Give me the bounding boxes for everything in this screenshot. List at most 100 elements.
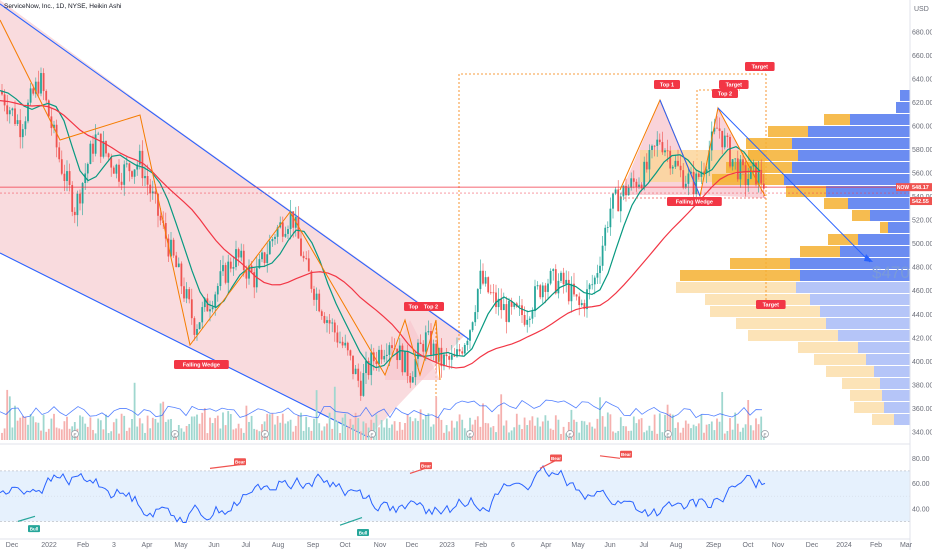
candle-body xyxy=(112,167,115,174)
volume-bar xyxy=(549,428,552,440)
volume-bar xyxy=(731,429,734,440)
volume-bar xyxy=(562,426,565,440)
volume-bar xyxy=(323,426,326,440)
candle-body xyxy=(79,193,81,204)
candle-body xyxy=(690,171,692,174)
vp-bar-blue xyxy=(870,210,910,221)
volume-bar xyxy=(401,429,404,440)
volume-bar xyxy=(37,422,40,440)
candle-body xyxy=(292,211,295,228)
price-tick: 360.00 xyxy=(912,406,932,413)
volume-bar xyxy=(201,412,204,440)
volume-bar xyxy=(180,428,183,440)
volume-bar xyxy=(560,433,562,440)
volume-bar xyxy=(528,420,531,440)
candle-body xyxy=(190,299,193,319)
candle-body xyxy=(474,312,477,323)
volume-bar xyxy=(3,428,6,440)
volume-bar xyxy=(682,427,685,440)
candle-body xyxy=(570,283,573,302)
candle-body xyxy=(359,380,362,396)
candle-body xyxy=(164,223,167,239)
candle-body xyxy=(492,292,495,294)
candle-body xyxy=(131,171,133,177)
candle-body xyxy=(219,271,222,287)
second-price: 542.55 xyxy=(912,199,929,205)
volume-bar xyxy=(544,415,547,440)
rsi-band xyxy=(0,470,910,522)
tag-target-3-text: Target xyxy=(763,303,780,309)
tag-top2-2022: Top 2 xyxy=(418,302,444,311)
rsi-tick: 60.00 xyxy=(912,481,930,488)
candle-body xyxy=(554,269,557,294)
candle-body xyxy=(479,270,482,290)
price-tick: 680.00 xyxy=(912,29,932,36)
volume-bar xyxy=(736,423,739,440)
candle-body xyxy=(211,307,214,310)
volume-bar xyxy=(570,409,573,440)
candle-body xyxy=(6,105,9,115)
rsi-bear-tag-3: Bear xyxy=(550,454,562,462)
candle-body xyxy=(128,163,131,172)
candle-body xyxy=(388,345,391,355)
candle-body xyxy=(55,124,58,148)
volume-bar xyxy=(658,413,661,440)
volume-bar xyxy=(354,412,357,440)
candle-body xyxy=(547,283,549,292)
volume-bar xyxy=(651,430,653,440)
candle-body xyxy=(118,164,120,182)
time-tick: Jun xyxy=(604,542,615,549)
volume-bar xyxy=(414,418,417,440)
candle-body xyxy=(196,328,198,335)
candle-body xyxy=(749,166,752,179)
volume-bar xyxy=(154,418,157,440)
candle-body xyxy=(110,157,113,168)
volume-bar xyxy=(703,432,705,440)
volume-bar xyxy=(370,419,373,440)
candle-body xyxy=(125,163,128,165)
vp-bar-orange xyxy=(872,414,894,425)
volume-bar xyxy=(742,427,744,440)
candle-body xyxy=(138,150,141,165)
candle-body xyxy=(643,161,646,189)
candle-body xyxy=(8,110,11,115)
time-tick: Feb xyxy=(870,542,882,549)
tag-target-1: Target xyxy=(745,62,775,71)
candle-body xyxy=(133,169,136,177)
candle-body xyxy=(81,183,84,204)
volume-bar xyxy=(411,421,414,440)
tag-top2-2022-bg xyxy=(418,302,444,311)
candle-body xyxy=(281,222,284,237)
volume-bar xyxy=(287,421,289,440)
volume-bar xyxy=(151,417,154,440)
volume-bar xyxy=(448,431,451,440)
candle-body xyxy=(344,342,347,346)
volume-bar xyxy=(591,426,594,440)
volume-bar xyxy=(315,390,318,440)
candle-body xyxy=(708,150,711,170)
candle-body xyxy=(357,368,360,381)
volume-bar xyxy=(50,418,53,440)
volume-bar xyxy=(248,421,250,440)
candle-body xyxy=(726,135,729,137)
volume-bar xyxy=(450,420,453,440)
volume-bar xyxy=(157,422,159,440)
candle-body xyxy=(697,173,700,177)
price-tick: 460.00 xyxy=(912,288,932,295)
candle-body xyxy=(744,165,747,185)
volume-bar xyxy=(752,430,755,440)
volume-bar xyxy=(81,416,84,440)
earnings-label: E xyxy=(173,433,176,438)
volume-bar xyxy=(669,413,672,440)
volume-bar xyxy=(580,420,583,440)
price-tick: 600.00 xyxy=(912,123,932,130)
candle-body xyxy=(583,303,586,310)
tag-target-2-bg xyxy=(719,80,749,89)
volume-bar xyxy=(42,414,45,440)
volume-bar xyxy=(565,433,568,440)
volume-bar xyxy=(253,428,256,440)
tag-falling-wedge-2-text: Falling Wedge xyxy=(676,200,713,206)
time-tick: Jul xyxy=(640,542,649,549)
tag-target-3: Target xyxy=(756,300,786,309)
